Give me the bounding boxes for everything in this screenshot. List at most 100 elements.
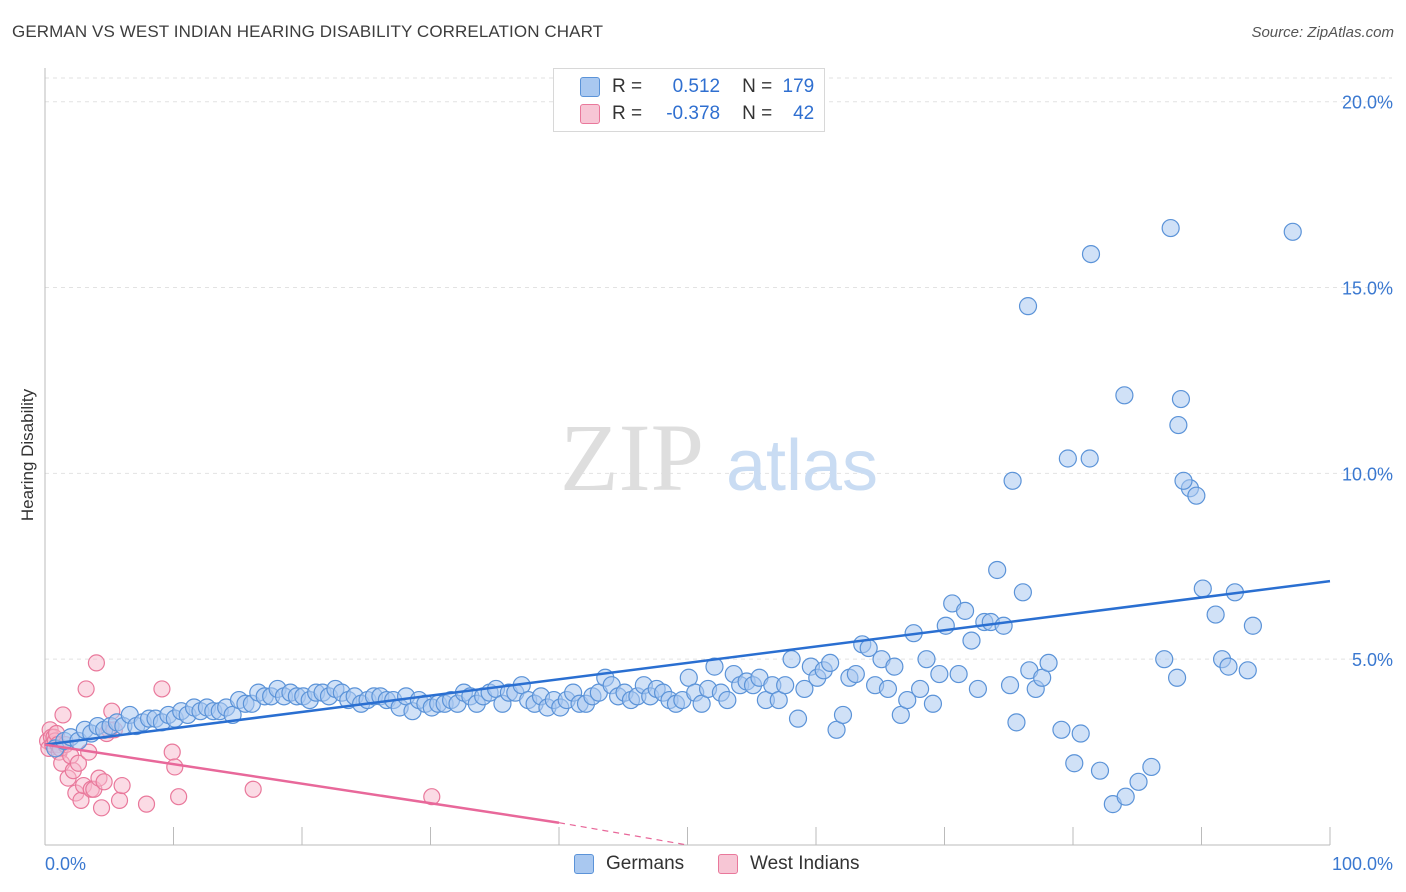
west-indians-legend-swatch <box>718 854 738 874</box>
west-indian-point <box>244 780 262 798</box>
r-label: R = <box>612 103 643 124</box>
german-point <box>930 664 949 684</box>
r-value: -0.378 <box>666 103 721 124</box>
west-indian-point <box>87 654 106 672</box>
n-label: N = <box>742 103 773 124</box>
german-point <box>1000 676 1020 695</box>
y-tick-label: 20.0% <box>1342 93 1393 113</box>
german-point <box>1018 297 1038 316</box>
german-point <box>968 679 988 699</box>
n-value: 42 <box>793 103 815 124</box>
german-point <box>898 690 917 710</box>
german-point <box>1206 605 1225 624</box>
y-tick-label: 15.0% <box>1342 279 1393 299</box>
west-indian-point <box>54 706 72 724</box>
german-point <box>1243 616 1263 635</box>
west-indians-trend-line <box>44 743 560 824</box>
german-point <box>917 650 936 669</box>
german-point <box>782 650 801 669</box>
germans-points <box>46 218 1302 814</box>
west-indians-swatch <box>580 104 600 124</box>
german-point <box>994 616 1013 635</box>
trend-lines <box>44 579 1331 846</box>
german-point <box>1065 754 1084 773</box>
n-label: N = <box>742 76 773 97</box>
german-point <box>795 679 814 699</box>
german-point <box>1155 650 1174 669</box>
german-point <box>1161 218 1180 238</box>
german-point <box>1081 245 1101 264</box>
german-point <box>718 690 737 710</box>
german-point <box>821 653 840 672</box>
west-indian-point <box>69 754 88 772</box>
r-label: R = <box>612 76 643 97</box>
grid-lines <box>45 77 1392 660</box>
germans-legend-swatch <box>574 854 594 874</box>
tick-labels: 5.0% 10.0% 15.0% 20.0% 0.0% 100.0% <box>45 93 1393 874</box>
west-indian-point <box>110 791 129 810</box>
chart-title: GERMAN VS WEST INDIAN HEARING DISABILITY… <box>12 22 604 41</box>
west-indian-point <box>77 680 95 698</box>
german-point <box>1283 222 1302 241</box>
german-point <box>1013 583 1032 602</box>
west-indians-legend-label: West Indians <box>750 853 860 874</box>
german-point <box>705 657 724 676</box>
german-point <box>1219 657 1238 676</box>
watermark: ZIP atlas <box>560 404 878 511</box>
german-point <box>1169 415 1188 435</box>
german-point <box>788 709 808 728</box>
german-point <box>988 560 1007 580</box>
german-point <box>1238 661 1257 680</box>
german-point <box>885 657 904 676</box>
west-indian-point <box>92 799 111 817</box>
german-point <box>923 694 943 713</box>
west-indians-trend-extension <box>558 822 688 846</box>
german-point <box>1116 787 1135 806</box>
german-point <box>1058 449 1077 468</box>
german-point <box>1171 389 1191 409</box>
german-point <box>833 705 853 725</box>
y-tick-label: 5.0% <box>1352 650 1393 670</box>
german-point <box>1187 486 1206 505</box>
legend-item-germans: Germans <box>574 851 684 877</box>
german-point <box>846 664 865 684</box>
german-point <box>1039 653 1058 672</box>
germans-swatch <box>580 77 600 97</box>
west-indian-point <box>137 795 156 813</box>
watermark-atlas: atlas <box>726 426 878 506</box>
legend-row-west-indians: R = -0.378 N = 42 <box>580 102 814 126</box>
west-indian-point <box>95 773 113 791</box>
german-point <box>1142 757 1161 777</box>
west-indian-point <box>113 776 131 795</box>
x-tick-label: 100.0% <box>1332 854 1393 874</box>
german-point <box>910 679 930 699</box>
west-indian-point <box>163 743 181 761</box>
german-point <box>962 631 981 650</box>
german-point <box>1090 761 1110 780</box>
x-tick-label: 0.0% <box>45 854 86 874</box>
german-point <box>776 676 795 695</box>
german-point <box>1129 772 1148 791</box>
german-point <box>1193 579 1212 598</box>
west-indian-point <box>423 788 441 806</box>
german-point <box>1071 724 1090 743</box>
watermark-zip: ZIP <box>560 404 704 511</box>
german-point <box>1003 471 1022 490</box>
german-point <box>1007 713 1026 732</box>
german-point <box>1115 386 1134 405</box>
german-point <box>955 601 975 620</box>
legend-item-west-indians: West Indians <box>718 851 859 877</box>
west-indian-point <box>170 788 188 806</box>
germans-legend-label: Germans <box>606 853 685 874</box>
west-indian-point <box>153 680 171 698</box>
r-value: 0.512 <box>672 76 721 97</box>
german-point <box>1167 668 1187 687</box>
german-point <box>1052 720 1071 739</box>
germans-trend-line <box>44 579 1331 746</box>
correlation-legend: R = 0.512 N = 179 R = -0.378 N = 42 <box>553 68 825 132</box>
y-tick-label: 10.0% <box>1342 464 1393 484</box>
source-label: Source: ZipAtlas.com <box>1251 24 1394 41</box>
legend-row-germans: R = 0.512 N = 179 <box>580 75 814 99</box>
german-point <box>878 679 898 699</box>
